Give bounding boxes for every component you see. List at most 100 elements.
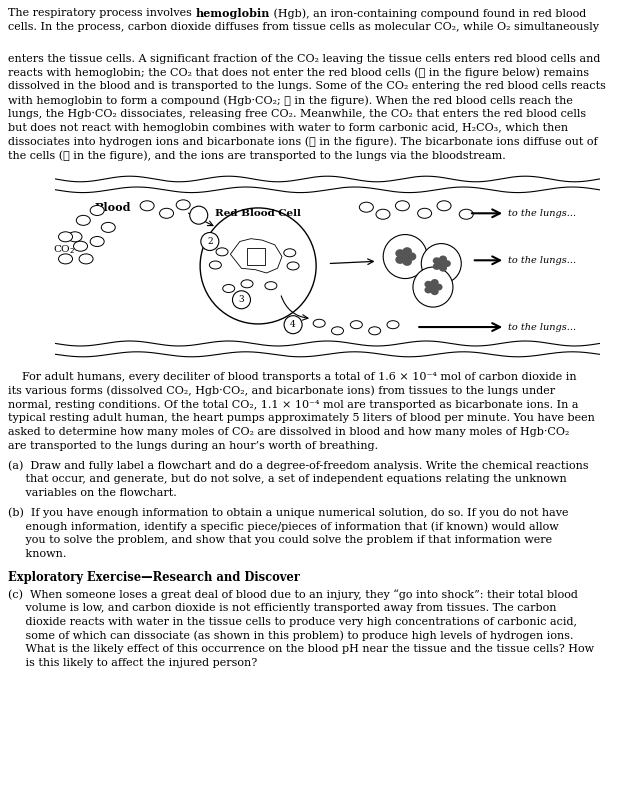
Text: 4: 4 xyxy=(290,320,296,329)
Ellipse shape xyxy=(176,199,190,210)
Text: Exploratory Exercise—Research and Discover: Exploratory Exercise—Research and Discov… xyxy=(8,570,300,584)
Text: (b)  If you have enough information to obtain a unique numerical solution, do so: (b) If you have enough information to ob… xyxy=(8,507,568,517)
Text: CO$_2$: CO$_2$ xyxy=(53,243,75,256)
Ellipse shape xyxy=(396,201,409,211)
Text: to the lungs...: to the lungs... xyxy=(508,256,576,265)
Text: the cells (④ in the figure), and the ions are transported to the lungs via the b: the cells (④ in the figure), and the ion… xyxy=(8,150,505,161)
Circle shape xyxy=(383,235,427,279)
Text: you to solve the problem, and show that you could solve the problem if that info: you to solve the problem, and show that … xyxy=(8,535,552,545)
Text: to the lungs...: to the lungs... xyxy=(508,323,576,332)
Text: The respiratory process involves: The respiratory process involves xyxy=(8,8,195,18)
Ellipse shape xyxy=(241,280,253,288)
Text: (Hgb), an iron-containing compound found in red blood: (Hgb), an iron-containing compound found… xyxy=(270,8,586,18)
Text: 1: 1 xyxy=(196,211,202,219)
Ellipse shape xyxy=(90,206,104,215)
Ellipse shape xyxy=(395,256,405,264)
Ellipse shape xyxy=(437,201,451,211)
Ellipse shape xyxy=(140,201,154,211)
Text: Blood: Blood xyxy=(94,203,131,214)
Ellipse shape xyxy=(431,288,439,295)
Text: dioxide reacts with water in the tissue cells to produce very high concentration: dioxide reacts with water in the tissue … xyxy=(8,617,577,627)
Bar xyxy=(247,248,265,265)
Ellipse shape xyxy=(439,264,447,272)
Ellipse shape xyxy=(359,202,373,212)
Text: to the lungs...: to the lungs... xyxy=(508,209,576,218)
Ellipse shape xyxy=(436,260,446,268)
Text: reacts with hemoglobin; the CO₂ that does not enter the red blood cells (① in th: reacts with hemoglobin; the CO₂ that doe… xyxy=(8,67,589,78)
Text: enough information, identify a specific piece/pieces of information that (if kno: enough information, identify a specific … xyxy=(8,521,558,532)
Ellipse shape xyxy=(424,287,432,293)
Circle shape xyxy=(190,206,208,224)
Ellipse shape xyxy=(284,249,296,257)
Circle shape xyxy=(421,244,461,284)
Ellipse shape xyxy=(395,249,405,258)
Ellipse shape xyxy=(68,231,82,242)
Text: dissociates into hydrogen ions and bicarbonate ions (③ in the figure). The bicar: dissociates into hydrogen ions and bicar… xyxy=(8,136,598,147)
Text: normal, resting conditions. Of the total CO₂, 1.1 × 10⁻⁴ mol are transported as : normal, resting conditions. Of the total… xyxy=(8,400,578,409)
Ellipse shape xyxy=(223,284,235,292)
Text: hemoglobin: hemoglobin xyxy=(195,8,270,19)
Ellipse shape xyxy=(59,231,72,242)
Text: 2: 2 xyxy=(207,237,213,246)
Text: asked to determine how many moles of CO₂ are dissolved in blood and how many mol: asked to determine how many moles of CO₂… xyxy=(8,427,569,437)
Ellipse shape xyxy=(439,256,447,263)
Ellipse shape xyxy=(331,327,343,335)
Text: (a)  Draw and fully label a flowchart and do a degree-of-freedom analysis. Write: (a) Draw and fully label a flowchart and… xyxy=(8,461,588,471)
Text: but does not react with hemoglobin combines with water to form carbonic acid, H₂: but does not react with hemoglobin combi… xyxy=(8,123,568,132)
Circle shape xyxy=(284,316,302,334)
Ellipse shape xyxy=(402,248,412,256)
Ellipse shape xyxy=(433,263,441,270)
Text: known.: known. xyxy=(8,549,66,558)
Ellipse shape xyxy=(76,215,90,225)
Text: Red Blood Cell: Red Blood Cell xyxy=(215,209,301,218)
Ellipse shape xyxy=(79,254,93,264)
Ellipse shape xyxy=(101,223,115,232)
Ellipse shape xyxy=(459,209,473,219)
Text: with hemoglobin to form a compound (Hgb·CO₂; ② in the figure). When the red bloo: with hemoglobin to form a compound (Hgb·… xyxy=(8,95,573,106)
Text: variables on the flowchart.: variables on the flowchart. xyxy=(8,488,177,498)
Text: some of which can dissociate (as shown in this problem) to produce high levels o: some of which can dissociate (as shown i… xyxy=(8,630,573,642)
Ellipse shape xyxy=(443,260,451,267)
Circle shape xyxy=(201,232,219,251)
Text: enters the tissue cells. A significant fraction of the CO₂ leaving the tissue ce: enters the tissue cells. A significant f… xyxy=(8,54,600,63)
Circle shape xyxy=(200,208,316,324)
Ellipse shape xyxy=(90,236,104,247)
Ellipse shape xyxy=(287,262,299,270)
Ellipse shape xyxy=(402,257,412,266)
Ellipse shape xyxy=(417,208,432,219)
Text: For adult humans, every deciliter of blood transports a total of 1.6 × 10⁻⁴ mol : For adult humans, every deciliter of blo… xyxy=(8,372,577,382)
Ellipse shape xyxy=(369,327,381,335)
Ellipse shape xyxy=(387,320,399,328)
Ellipse shape xyxy=(433,257,441,264)
Ellipse shape xyxy=(313,320,325,328)
Circle shape xyxy=(413,267,453,307)
Ellipse shape xyxy=(428,283,438,292)
Text: volume is low, and carbon dioxide is not efficiently transported away from tissu: volume is low, and carbon dioxide is not… xyxy=(8,603,557,613)
Ellipse shape xyxy=(160,208,173,219)
Text: 3: 3 xyxy=(238,296,244,304)
Text: is this likely to affect the injured person?: is this likely to affect the injured per… xyxy=(8,658,257,668)
Text: (c)  When someone loses a great deal of blood due to an injury, they “go into sh: (c) When someone loses a great deal of b… xyxy=(8,590,578,600)
Ellipse shape xyxy=(216,248,228,256)
Ellipse shape xyxy=(424,281,432,288)
Ellipse shape xyxy=(59,254,72,264)
Text: What is the likely effect of this occurrence on the blood pH near the tissue and: What is the likely effect of this occurr… xyxy=(8,645,594,654)
Text: cells. In the process, carbon dioxide diffuses from tissue cells as molecular CO: cells. In the process, carbon dioxide di… xyxy=(8,22,599,32)
Ellipse shape xyxy=(265,282,277,290)
Ellipse shape xyxy=(399,252,411,262)
Circle shape xyxy=(233,291,250,308)
Polygon shape xyxy=(230,239,282,273)
Ellipse shape xyxy=(376,209,390,219)
Text: its various forms (dissolved CO₂, Hgb·CO₂, and bicarbonate ions) from tissues to: its various forms (dissolved CO₂, Hgb·CO… xyxy=(8,386,555,396)
Ellipse shape xyxy=(210,261,222,269)
Text: are transported to the lungs during an hour’s worth of breathing.: are transported to the lungs during an h… xyxy=(8,441,378,451)
Text: dissolved in the blood and is transported to the lungs. Some of the CO₂ entering: dissolved in the blood and is transporte… xyxy=(8,81,606,91)
Text: typical resting adult human, the heart pumps approximately 5 liters of blood per: typical resting adult human, the heart p… xyxy=(8,413,595,424)
Ellipse shape xyxy=(350,320,363,328)
Ellipse shape xyxy=(407,252,416,261)
Text: lungs, the Hgb·CO₂ dissociates, releasing free CO₂. Meanwhile, the CO₂ that ente: lungs, the Hgb·CO₂ dissociates, releasin… xyxy=(8,109,586,119)
Ellipse shape xyxy=(434,284,442,291)
Text: that occur, and generate, but do not solve, a set of independent equations relat: that occur, and generate, but do not sol… xyxy=(8,474,567,484)
Ellipse shape xyxy=(431,279,439,286)
Ellipse shape xyxy=(74,241,87,252)
